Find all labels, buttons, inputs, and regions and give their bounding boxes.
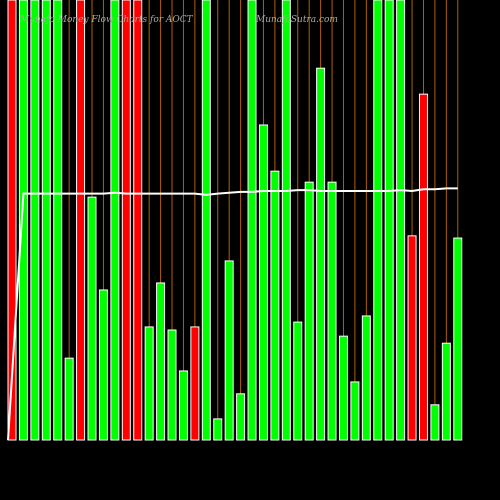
bar bbox=[64, 357, 74, 441]
bar bbox=[453, 237, 463, 441]
bar bbox=[224, 260, 234, 441]
bar bbox=[53, 0, 63, 441]
bar bbox=[430, 404, 440, 441]
bar bbox=[396, 0, 406, 441]
bar bbox=[361, 315, 371, 441]
bar bbox=[373, 0, 383, 441]
bar bbox=[121, 0, 131, 441]
bar bbox=[247, 0, 257, 441]
bar bbox=[350, 381, 360, 441]
bar bbox=[110, 0, 120, 441]
bars bbox=[7, 0, 463, 441]
bar bbox=[304, 181, 314, 441]
bar bbox=[76, 0, 86, 441]
bar bbox=[18, 0, 28, 441]
bar bbox=[293, 321, 303, 441]
bar bbox=[41, 0, 51, 441]
bar bbox=[441, 342, 451, 441]
bar bbox=[418, 93, 428, 441]
bar bbox=[7, 0, 17, 441]
bar bbox=[384, 0, 394, 441]
bar bbox=[30, 0, 40, 441]
bar bbox=[327, 181, 337, 441]
bar bbox=[87, 196, 97, 441]
bar bbox=[258, 124, 268, 441]
chart-title: Munafa Money Flow Charts for AOCT bbox=[19, 15, 194, 25]
bar bbox=[270, 170, 280, 441]
bar bbox=[98, 289, 108, 441]
bar bbox=[144, 326, 154, 441]
bar bbox=[167, 329, 177, 441]
bar bbox=[236, 393, 246, 441]
bar bbox=[178, 370, 188, 441]
bar bbox=[338, 335, 348, 441]
bar bbox=[156, 282, 166, 441]
bar bbox=[201, 0, 211, 441]
bar bbox=[316, 67, 326, 441]
flow-line bbox=[7, 187, 458, 441]
chart-subtitle: MunafaSutra.com bbox=[255, 15, 338, 25]
bar bbox=[281, 0, 291, 441]
bar bbox=[190, 326, 200, 441]
bar bbox=[133, 0, 143, 441]
bar bbox=[407, 235, 417, 441]
bar bbox=[213, 418, 223, 441]
